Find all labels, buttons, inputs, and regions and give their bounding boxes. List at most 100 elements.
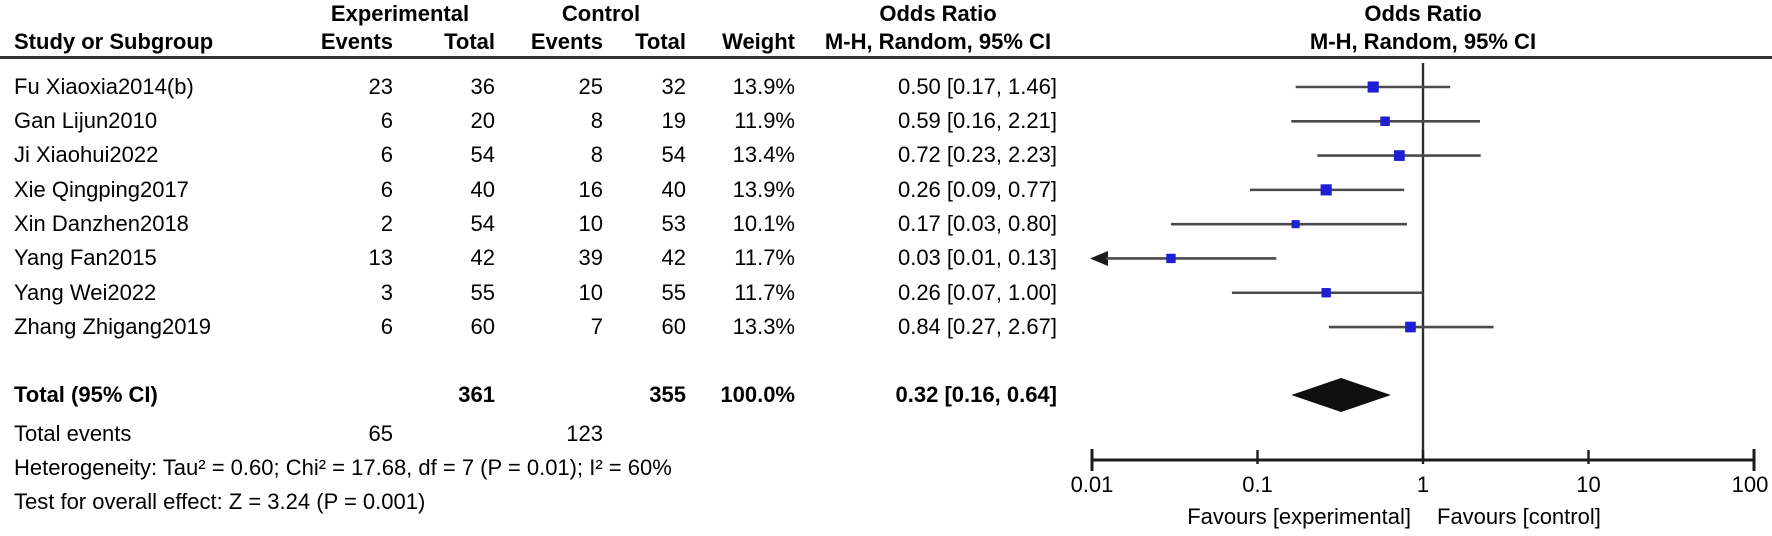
- weight-value: 11.7%: [734, 245, 795, 270]
- study-label: Xin Danzhen2018: [14, 211, 189, 236]
- or-ci-value: 0.72 [0.23, 2.23]: [897, 142, 1057, 167]
- col-header-total-exp: Total: [444, 29, 495, 54]
- table-row: Yang Wei2022 3 55 10 55 11.7% 0.26 [0.07…: [0, 280, 1772, 306]
- total-exp: 36: [470, 74, 495, 99]
- table-row: Xie Qingping2017 6 40 16 40 13.9% 0.26 […: [0, 177, 1772, 203]
- events-ctl: 10: [578, 211, 603, 236]
- col-header-events-exp: Events: [320, 29, 393, 54]
- study-label: Fu Xiaoxia2014(b): [14, 74, 194, 99]
- or-marker: [1380, 116, 1390, 127]
- events-ctl: 7: [590, 314, 603, 339]
- or-ci-value: 0.59 [0.16, 2.21]: [897, 108, 1057, 133]
- events-exp: 6: [380, 142, 393, 167]
- header-rule: [0, 56, 1772, 59]
- events-exp: 6: [380, 314, 393, 339]
- or-ci-value: 0.84 [0.27, 2.67]: [897, 314, 1057, 339]
- or-marker: [1320, 184, 1332, 196]
- total-ctl: 55: [661, 280, 686, 305]
- x-axis-tick-label: 10: [1576, 472, 1600, 497]
- group-header-experimental: Experimental: [330, 1, 470, 26]
- weight-value: 11.7%: [734, 280, 795, 305]
- col-header-mh-text: M-H, Random, 95% CI: [824, 29, 1052, 54]
- overall-effect-text: Test for overall effect: Z = 3.24 (P = 0…: [14, 489, 426, 514]
- events-exp: 13: [368, 245, 393, 270]
- events-exp: 3: [380, 280, 393, 305]
- total-ctl: 42: [661, 245, 686, 270]
- events-ctl: 10: [578, 280, 603, 305]
- total-exp: 40: [470, 177, 495, 202]
- study-label: Zhang Zhigang2019: [14, 314, 211, 339]
- events-exp: 2: [380, 211, 393, 236]
- favours-experimental-label: Favours [experimental]: [1187, 504, 1411, 529]
- total-events-row: Total events 65 123: [0, 421, 1772, 447]
- group-header-odds-ratio-plot: Odds Ratio: [1364, 1, 1482, 26]
- total-exp: 54: [470, 211, 495, 236]
- total-exp: 55: [470, 280, 495, 305]
- events-exp: 6: [380, 108, 393, 133]
- heterogeneity-row: Heterogeneity: Tau² = 0.60; Chi² = 17.68…: [0, 455, 1772, 481]
- weight-value: 11.9%: [734, 108, 795, 133]
- events-exp: 6: [380, 177, 393, 202]
- weight-value: 10.1%: [732, 211, 795, 236]
- or-marker: [1367, 81, 1379, 93]
- total-weight: 100.0%: [720, 382, 795, 407]
- col-header-total-ctl: Total: [635, 29, 686, 54]
- total-exp: 60: [470, 314, 495, 339]
- or-ci-value: 0.26 [0.07, 1.00]: [897, 280, 1057, 305]
- weight-value: 13.4%: [732, 142, 795, 167]
- total-exp: 54: [470, 142, 495, 167]
- total-events-ctl: 123: [566, 421, 603, 446]
- total-exp: 42: [470, 245, 495, 270]
- group-header-control: Control: [561, 1, 641, 26]
- group-header-row: Experimental Control Odds Ratio Odds Rat…: [0, 1, 1772, 27]
- study-label: Yang Wei2022: [14, 280, 157, 305]
- total-exp: 20: [470, 108, 495, 133]
- x-axis-tick-label: 100: [1732, 472, 1769, 497]
- total-ctl: 54: [661, 142, 686, 167]
- events-ctl: 16: [578, 177, 603, 202]
- total-exp-sum: 361: [458, 382, 495, 407]
- overall-effect-row: Test for overall effect: Z = 3.24 (P = 0…: [0, 489, 1772, 515]
- col-header-study: Study or Subgroup: [14, 29, 214, 54]
- or-marker: [1291, 220, 1300, 229]
- total-label: Total (95% CI): [14, 382, 158, 407]
- total-ctl: 19: [661, 108, 686, 133]
- col-header-mh-plot: M-H, Random, 95% CI: [1309, 29, 1537, 54]
- total-events-exp: 65: [368, 421, 393, 446]
- table-row: Ji Xiaohui2022 6 54 8 54 13.4% 0.72 [0.2…: [0, 142, 1772, 168]
- total-ctl: 40: [661, 177, 686, 202]
- table-row: Xin Danzhen2018 2 54 10 53 10.1% 0.17 [0…: [0, 211, 1772, 237]
- col-header-events-ctl: Events: [530, 29, 603, 54]
- or-ci-value: 0.17 [0.03, 0.80]: [897, 211, 1057, 236]
- table-row: Zhang Zhigang2019 6 60 7 60 13.3% 0.84 […: [0, 314, 1772, 340]
- table-row: Fu Xiaoxia2014(b) 23 36 25 32 13.9% 0.50…: [0, 74, 1772, 100]
- total-or-ci: 0.32 [0.16, 0.64]: [895, 382, 1057, 407]
- total-ctl: 53: [661, 211, 686, 236]
- total-ctl-sum: 355: [649, 382, 686, 407]
- or-ci-value: 0.03 [0.01, 0.13]: [897, 245, 1057, 270]
- events-ctl: 39: [578, 245, 603, 270]
- weight-value: 13.3%: [732, 314, 795, 339]
- table-row: Gan Lijun2010 6 20 8 19 11.9% 0.59 [0.16…: [0, 108, 1772, 134]
- x-axis-tick-label: 0.1: [1242, 472, 1273, 497]
- events-ctl: 25: [578, 74, 603, 99]
- column-header-row: Study or Subgroup Events Total Events To…: [0, 29, 1772, 55]
- study-label: Ji Xiaohui2022: [14, 142, 159, 167]
- or-ci-value: 0.50 [0.17, 1.46]: [897, 74, 1057, 99]
- arrow-left-icon: [1090, 250, 1108, 266]
- table-row: Yang Fan2015 13 42 39 42 11.7% 0.03 [0.0…: [0, 245, 1772, 271]
- summary-diamond: [1291, 378, 1391, 412]
- x-axis-tick-label: 1: [1417, 472, 1429, 497]
- or-marker: [1321, 288, 1331, 298]
- total-ctl: 60: [661, 314, 686, 339]
- favours-control-label: Favours [control]: [1437, 504, 1601, 529]
- or-marker: [1394, 150, 1405, 161]
- col-header-weight: Weight: [722, 29, 795, 54]
- total-ctl: 32: [661, 74, 686, 99]
- study-label: Gan Lijun2010: [14, 108, 158, 133]
- group-header-odds-ratio-text: Odds Ratio: [879, 1, 997, 26]
- or-marker: [1166, 253, 1176, 264]
- events-ctl: 8: [590, 108, 603, 133]
